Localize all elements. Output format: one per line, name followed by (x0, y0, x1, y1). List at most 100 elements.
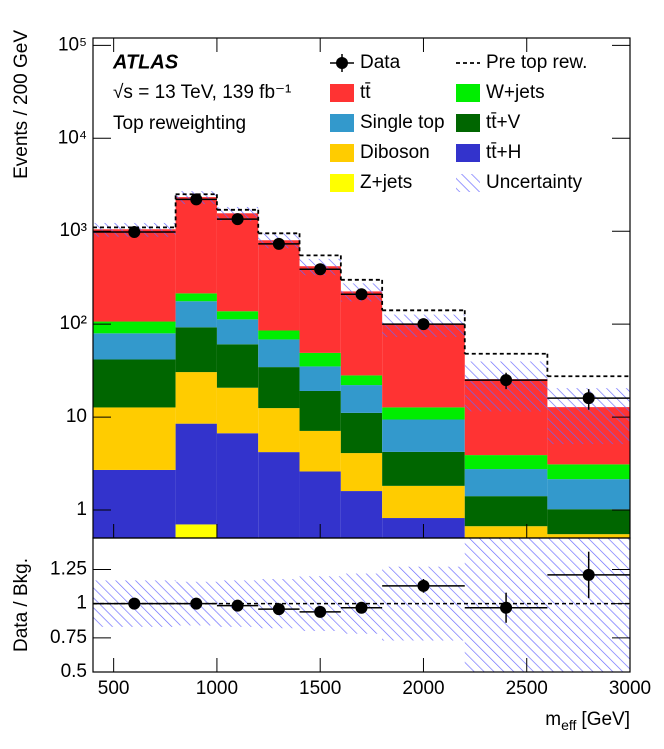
data-point (417, 318, 430, 331)
y-tick-label: 10⁴ (58, 127, 87, 148)
stack-bar (464, 496, 548, 527)
stack-bar (299, 266, 341, 353)
stack-bar (175, 327, 217, 373)
stack-bar (464, 526, 548, 538)
legend-label: tt̄+H (486, 142, 521, 163)
ratio-y-tick-label: 1.25 (50, 558, 87, 579)
stack-bar (382, 451, 465, 486)
x-label-sub: eff (561, 717, 576, 733)
legend-marker (456, 174, 480, 192)
stack-bar (216, 387, 259, 434)
stack-bar (382, 419, 465, 452)
stack-bar (216, 344, 259, 388)
x-tick-label: 1500 (299, 678, 341, 699)
legend-label: Diboson (360, 142, 430, 163)
legend-marker (336, 57, 348, 69)
stack-bar (216, 311, 259, 320)
stack-bar (299, 430, 341, 472)
note-label: Top reweighting (113, 113, 246, 134)
x-label-main: m (545, 709, 561, 730)
stack-bar (547, 479, 630, 510)
y-tick-label: 10⁵ (58, 34, 87, 55)
x-tick-label: 2000 (402, 678, 444, 699)
stack-bar (216, 433, 259, 538)
ratio-point (272, 603, 285, 616)
y-axis-label: Events / 200 GeV (11, 30, 32, 179)
stack-bar (299, 366, 341, 391)
data-point (272, 237, 285, 250)
stack-bar (175, 524, 217, 538)
stack-bar (175, 301, 217, 328)
stack-bar (340, 291, 383, 376)
stack-bar (547, 509, 630, 535)
stack-bar (258, 452, 300, 538)
legend-label: Single top (360, 112, 445, 133)
stack-bar (175, 293, 217, 302)
stack-bar (93, 359, 176, 408)
energy-label: √s = 13 TeV, 139 fb⁻¹ (113, 82, 291, 103)
data-point (128, 226, 141, 239)
stack-bar (93, 407, 176, 470)
legend-marker (456, 144, 480, 162)
stack-bar (175, 423, 217, 525)
stack-bar (382, 485, 465, 519)
stack-bar (175, 372, 217, 424)
ratio-y-tick-label: 0.75 (50, 627, 87, 648)
y-tick-label: 10 (66, 406, 87, 427)
stack-bar (93, 469, 176, 538)
ratio-point (190, 597, 203, 610)
x-tick-label: 500 (98, 678, 130, 699)
main-plot (93, 191, 630, 538)
ratio-point (500, 601, 513, 614)
legend-marker (330, 174, 354, 192)
data-point (582, 392, 595, 405)
legend-label: Data (360, 52, 401, 73)
stack-bar (340, 385, 383, 413)
stack-bar (93, 333, 176, 360)
stack-bar (547, 534, 630, 538)
legend-marker (330, 144, 354, 162)
stack-bar (340, 412, 383, 454)
stack-bar (340, 375, 383, 386)
legend-label: Pre top rew. (486, 52, 587, 73)
data-point (355, 288, 368, 301)
stack-bar (547, 464, 630, 480)
stack-bar (216, 319, 259, 345)
stack-bar (258, 330, 300, 340)
legend-label: tt̄ (360, 82, 371, 103)
legend-marker (330, 114, 354, 132)
legend-label: Z+jets (360, 172, 412, 193)
stack-bar (382, 407, 465, 420)
data-point (500, 374, 513, 387)
stack-bar (464, 455, 548, 470)
ratio-y-axis-label: Data / Bkg. (11, 558, 32, 652)
ratio-plot (93, 538, 630, 672)
x-tick-label: 3000 (609, 678, 651, 699)
stack-bar (216, 213, 259, 312)
stack-bar (299, 390, 341, 431)
ratio-point (582, 568, 595, 581)
ratio-frame (92, 537, 631, 673)
legend-marker (456, 84, 480, 102)
ratio-point (355, 601, 368, 614)
x-tick-label: 1000 (196, 678, 238, 699)
stack-bar (340, 491, 383, 538)
x-tick-label: 2500 (506, 678, 548, 699)
stack-bar (93, 229, 176, 322)
legend-marker (330, 84, 354, 102)
x-label-unit: [GeV] (581, 709, 630, 730)
legend-label: Uncertainty (486, 172, 583, 193)
ratio-y-tick-label: 1 (76, 593, 87, 614)
stack-bar (340, 453, 383, 492)
x-axis-label: meff [GeV] (545, 709, 630, 733)
ratio-point (128, 597, 141, 610)
data-point (190, 193, 203, 206)
legend-marker (456, 114, 480, 132)
y-tick-label: 10² (60, 313, 87, 334)
y-tick-label: 10³ (60, 220, 87, 241)
overlay: 1 10 10² 10³ 10⁴ 10⁵ Data tt̄ Single top Diboson Z… (50, 34, 651, 699)
ratio-point (231, 599, 244, 612)
legend-label: W+jets (486, 82, 545, 103)
atlas-label: ATLAS (112, 51, 179, 73)
